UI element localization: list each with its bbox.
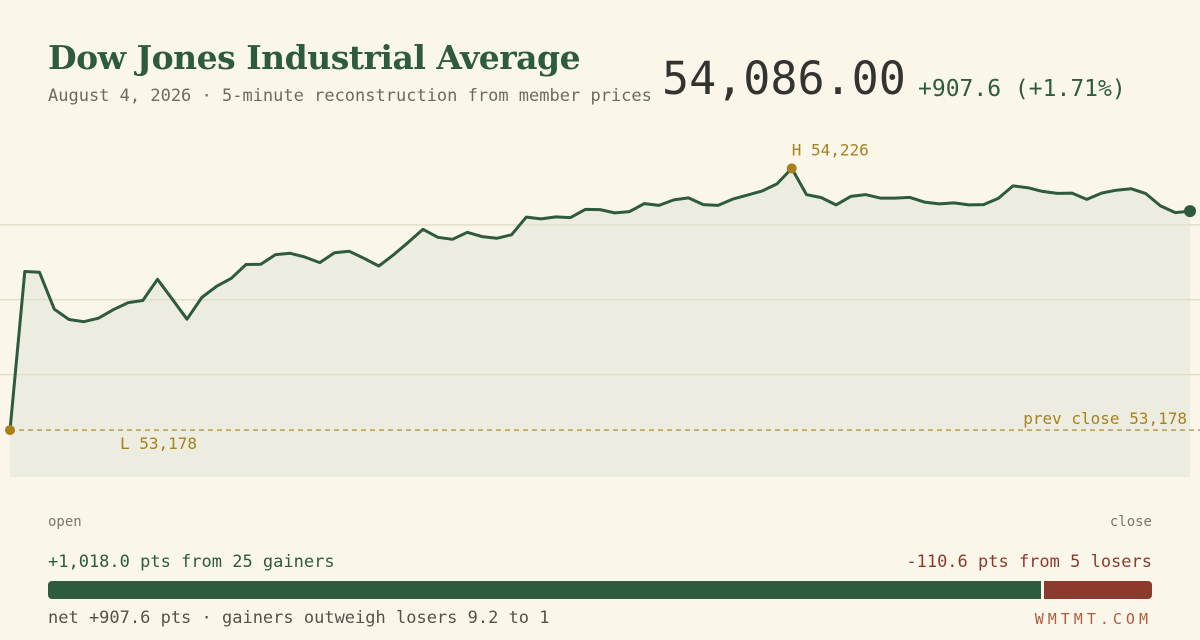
breadth-bar	[48, 581, 1152, 599]
low-label: L 53,178	[120, 434, 197, 453]
gainers-summary: +1,018.0 pts from 25 gainers	[48, 552, 335, 572]
x-axis-close-label: close	[1109, 514, 1152, 530]
net-summary: net +907.6 pts · gainers outweigh losers…	[48, 608, 550, 628]
price-line	[8, 166, 1192, 432]
gainers-bar-segment	[48, 581, 1042, 599]
last-price-marker	[1184, 205, 1196, 218]
brand-label: WMTMT.COM	[1034, 610, 1152, 628]
area-fill	[10, 168, 1190, 477]
page-subtitle: August 4, 2026 · 5-minute reconstruction…	[48, 86, 652, 106]
index-price: 54,086.00	[662, 52, 906, 105]
low-marker	[5, 425, 15, 436]
high-marker	[786, 163, 797, 174]
losers-summary: -110.6 pts from 5 losers	[906, 552, 1152, 572]
page-title: Dow Jones Industrial Average	[48, 38, 581, 77]
x-axis-open-label: open	[48, 514, 82, 530]
index-change: +907.6 (+1.71%)	[918, 76, 1126, 102]
prev-close-label: prev close 53,178	[1023, 409, 1187, 428]
losers-bar-segment	[1044, 581, 1152, 599]
high-label: H 54,226	[792, 140, 869, 159]
